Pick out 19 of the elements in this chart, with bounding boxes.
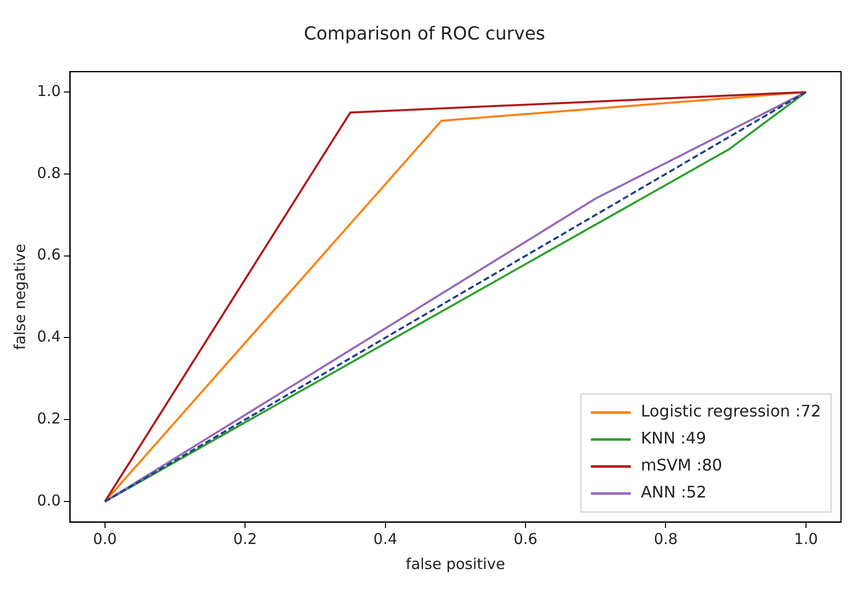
y-axis-title: false negative <box>10 244 29 350</box>
x-tick-label: 0.4 <box>373 530 398 548</box>
y-tick-label: 1.0 <box>36 82 61 100</box>
x-tick-label: 1.0 <box>794 530 818 548</box>
x-tick-label: 0.6 <box>514 530 538 548</box>
y-tick-label: 0.4 <box>36 328 61 346</box>
x-axis-title: false positive <box>406 554 506 573</box>
legend-label: mSVM :80 <box>640 456 722 475</box>
y-tick-label: 0.8 <box>36 164 61 182</box>
legend-label: Logistic regression :72 <box>640 402 821 421</box>
x-tick-label: 0.2 <box>233 530 258 548</box>
y-tick-label: 0.0 <box>36 491 61 510</box>
y-tick-label: 0.2 <box>36 410 61 428</box>
legend-label: KNN :49 <box>640 428 706 448</box>
legend-label: ANN :52 <box>640 482 707 502</box>
y-tick-label: 0.6 <box>36 246 61 264</box>
chart-title: Comparison of ROC curves <box>304 23 546 44</box>
x-tick-label: 0.0 <box>92 530 117 548</box>
x-tick-label: 0.8 <box>654 530 678 548</box>
